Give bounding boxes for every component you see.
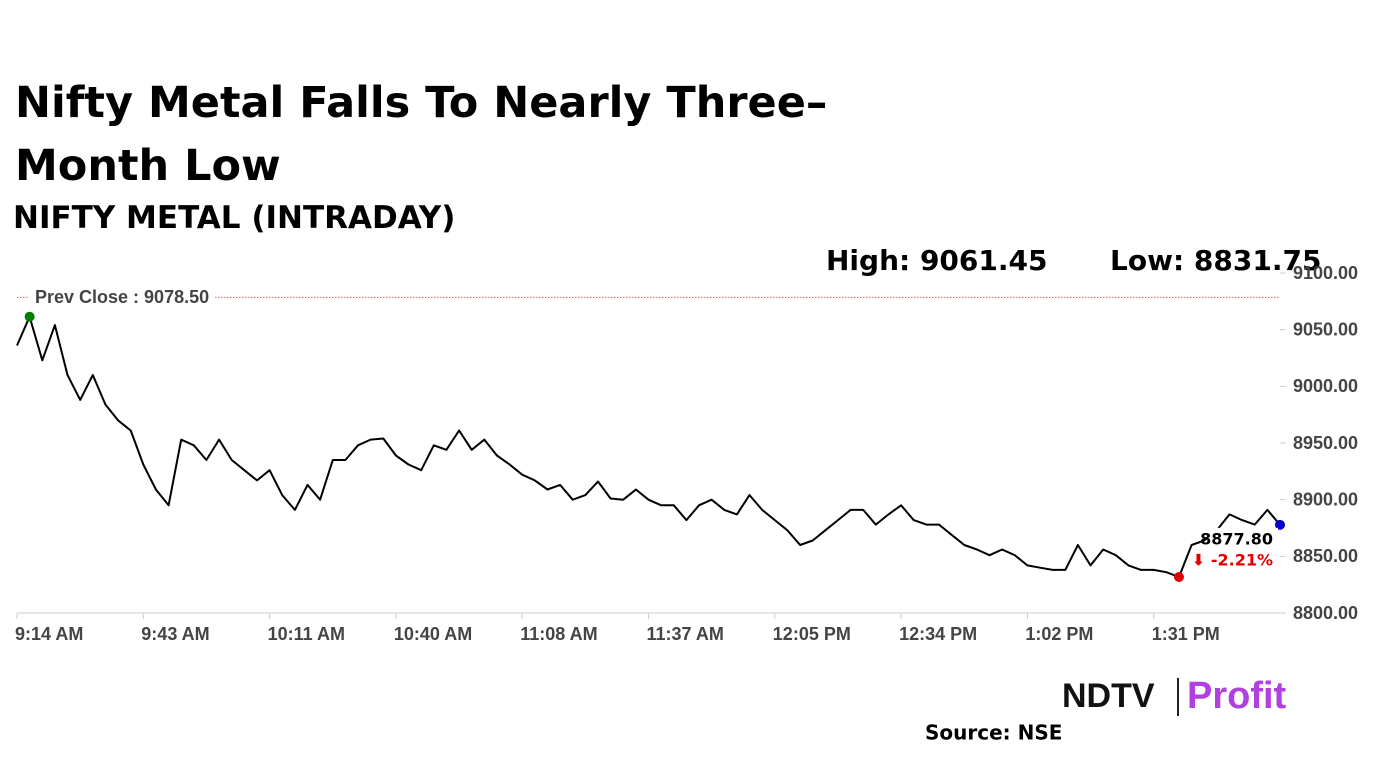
y-tick-label: 9100.00 [1293, 263, 1358, 283]
low-label: Low: 8831.75 [1110, 244, 1321, 277]
x-tick-label: 1:02 PM [1025, 624, 1093, 644]
last-value-label: 8877.80 [1200, 529, 1273, 548]
source: Source: NSE [925, 721, 1062, 745]
last-marker [1275, 519, 1285, 530]
x-tick-label: 10:11 AM [268, 624, 345, 644]
prev-close-label: Prev Close : 9078.50 [35, 287, 209, 307]
y-tick-label: 8800.00 [1293, 603, 1358, 623]
x-tick-label: 11:08 AM [520, 624, 597, 644]
logo-ndtv: NDTV [1062, 677, 1155, 715]
x-tick-label: 12:05 PM [773, 624, 851, 644]
x-tick-label: 9:43 AM [141, 624, 209, 644]
x-tick-label: 1:31 PM [1152, 624, 1220, 644]
y-tick-label: 8850.00 [1293, 546, 1358, 566]
y-tick-label: 8900.00 [1293, 489, 1358, 509]
title: Nifty Metal Falls To Nearly Three–Month … [15, 78, 828, 191]
x-tick-label: 12:34 PM [899, 624, 977, 644]
last-label-bg [1208, 527, 1278, 570]
y-tick-label: 9000.00 [1293, 376, 1358, 396]
change-label: ⬇ -2.21% [1192, 550, 1273, 569]
subtitle: NIFTY METAL (INTRADAY) [13, 200, 456, 236]
high-label: High: 9061.45 [826, 244, 1047, 277]
y-tick-label: 8950.00 [1293, 433, 1358, 453]
logo-profit: Profit [1187, 675, 1287, 717]
prev-close-label-bg [29, 285, 216, 310]
high-marker [24, 311, 35, 322]
y-tick-label: 9050.00 [1293, 319, 1358, 339]
series-line [16, 315, 1281, 578]
x-tick-label: 9:14 AM [15, 624, 83, 644]
low-marker [1173, 572, 1184, 583]
x-tick-label: 11:37 AM [647, 624, 724, 644]
x-tick-label: 10:40 AM [394, 624, 472, 644]
